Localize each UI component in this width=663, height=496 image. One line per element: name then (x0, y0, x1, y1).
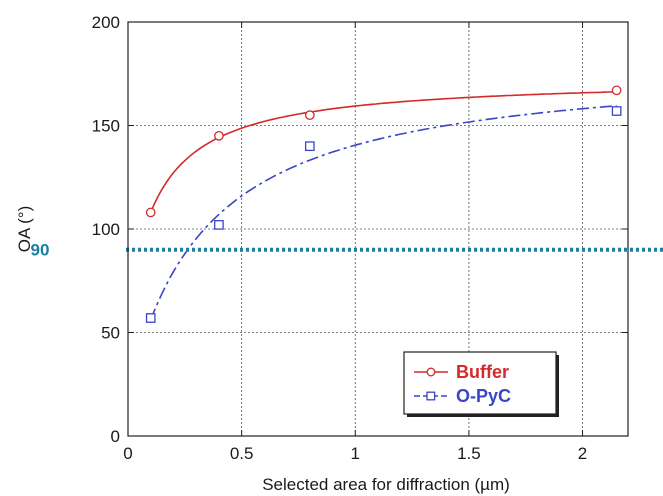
x-tick-label: 1 (351, 444, 360, 463)
legend-box (403, 351, 557, 415)
x-tick-label: 0.5 (230, 444, 254, 463)
legend-marker-circle (426, 367, 436, 377)
fit-curve (149, 105, 617, 321)
x-tick-label: 2 (578, 444, 587, 463)
y-tick-label: 50 (101, 324, 120, 343)
x-axis-ticks: 0 0.5 1 1.5 2 (123, 22, 587, 463)
y-tick-label: 200 (92, 13, 120, 32)
buffer-point (214, 131, 224, 141)
data-points (145, 85, 622, 323)
y-tick-label: 0 (111, 427, 120, 446)
x-axis-label: Selected area for diffraction (µm) (262, 475, 510, 494)
y-axis-label: OA (°) (15, 206, 34, 252)
y-tick-label: 150 (92, 117, 120, 136)
y-tick-label: 100 (92, 220, 120, 239)
buffer-point (304, 110, 315, 121)
fit-curves (149, 91, 617, 321)
buffer-point (611, 85, 622, 96)
o-pyc-point (214, 220, 224, 230)
reference-line-label: 90 (31, 241, 50, 260)
o-pyc-point (304, 141, 315, 152)
legend-label: Buffer (456, 362, 509, 382)
x-tick-label: 1.5 (457, 444, 481, 463)
o-pyc-point (611, 106, 622, 116)
o-pyc-point (145, 313, 156, 323)
legend-label: O-PyC (456, 386, 511, 406)
legend-marker-square (426, 391, 436, 401)
fit-curve (149, 91, 617, 213)
x-tick-label: 0 (123, 444, 132, 463)
legend: Buffer O-PyC (403, 351, 559, 417)
y-axis-ticks: 0 50 100 150 200 (92, 13, 628, 446)
buffer-point (145, 207, 156, 218)
